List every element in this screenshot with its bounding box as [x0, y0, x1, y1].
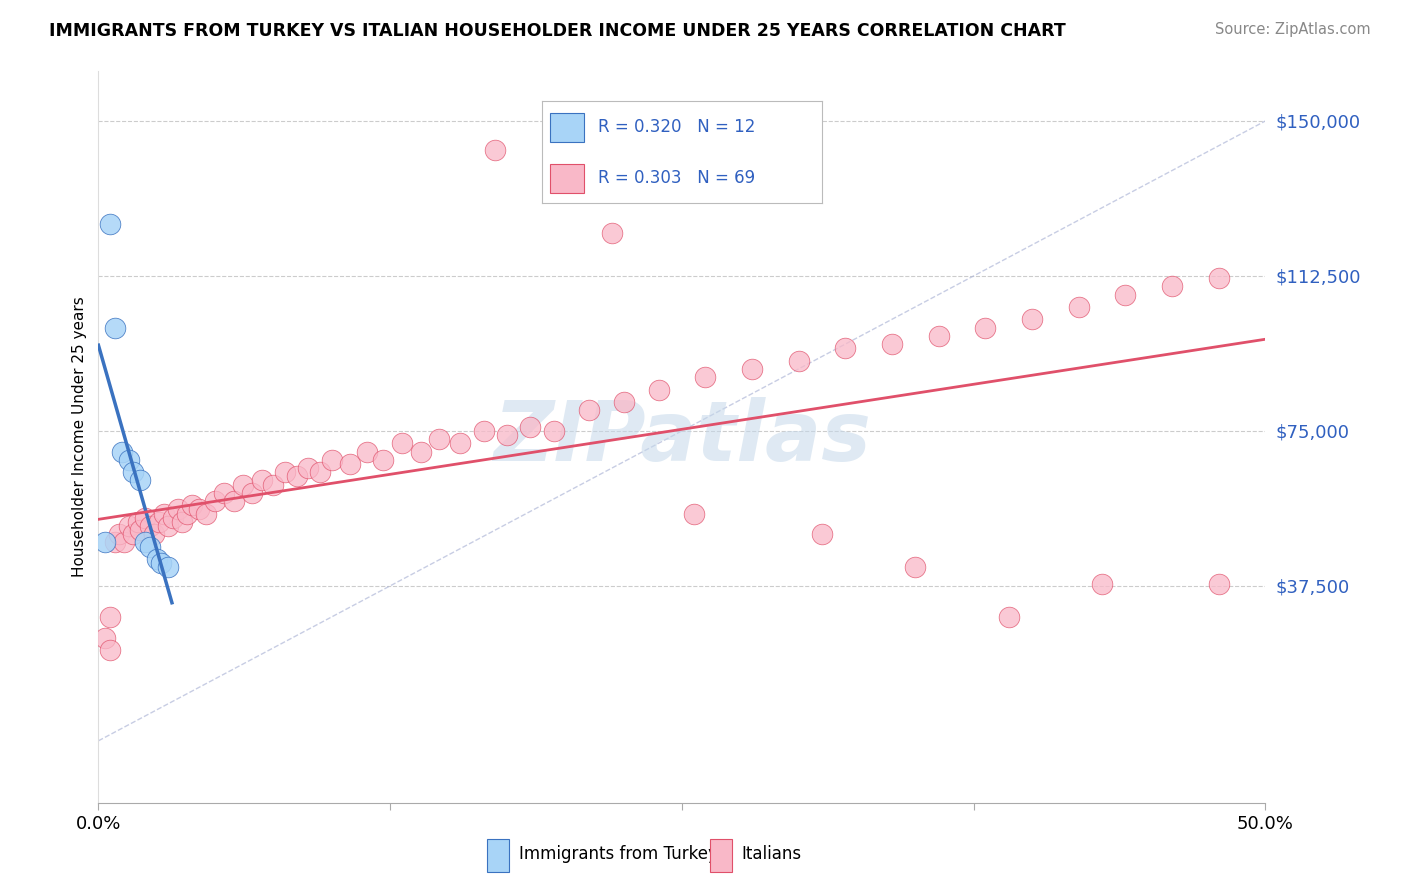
Text: Source: ZipAtlas.com: Source: ZipAtlas.com — [1215, 22, 1371, 37]
Point — [811, 527, 834, 541]
Point — [600, 226, 623, 240]
Point — [449, 436, 471, 450]
Point — [134, 535, 156, 549]
Point — [321, 452, 343, 467]
Point — [129, 474, 152, 488]
Point — [112, 535, 135, 549]
Point — [297, 461, 319, 475]
Point — [150, 556, 173, 570]
Text: IMMIGRANTS FROM TURKEY VS ITALIAN HOUSEHOLDER INCOME UNDER 25 YEARS CORRELATION : IMMIGRANTS FROM TURKEY VS ITALIAN HOUSEH… — [49, 22, 1066, 40]
Point — [682, 507, 704, 521]
Point — [98, 610, 121, 624]
Point — [214, 486, 236, 500]
Point — [974, 320, 997, 334]
Point — [484, 143, 506, 157]
Point — [98, 643, 121, 657]
Point — [104, 535, 127, 549]
Point — [143, 527, 166, 541]
Point — [928, 328, 950, 343]
Point — [166, 502, 188, 516]
Point — [356, 444, 378, 458]
Point — [339, 457, 361, 471]
Point — [1114, 287, 1136, 301]
Point — [1021, 312, 1043, 326]
Point — [373, 452, 395, 467]
Point — [543, 424, 565, 438]
Point — [496, 428, 519, 442]
Point — [695, 370, 717, 384]
Point — [134, 510, 156, 524]
Point — [262, 477, 284, 491]
Point — [232, 477, 254, 491]
Y-axis label: Householder Income Under 25 years: Householder Income Under 25 years — [72, 297, 87, 577]
Point — [222, 494, 245, 508]
Point — [152, 507, 174, 521]
Point — [118, 452, 141, 467]
Point — [139, 540, 162, 554]
Point — [180, 498, 202, 512]
Text: ZIPatlas: ZIPatlas — [494, 397, 870, 477]
Point — [519, 419, 541, 434]
Point — [122, 527, 145, 541]
Point — [1208, 271, 1230, 285]
Point — [146, 552, 169, 566]
Point — [647, 383, 669, 397]
Point — [118, 519, 141, 533]
Point — [880, 337, 903, 351]
Point — [242, 486, 264, 500]
Point — [1161, 279, 1184, 293]
Point — [94, 631, 117, 645]
Point — [162, 510, 184, 524]
Point — [187, 502, 209, 516]
Point — [250, 474, 273, 488]
Point — [104, 320, 127, 334]
Point — [834, 341, 856, 355]
Point — [148, 515, 170, 529]
Point — [127, 515, 149, 529]
Point — [409, 444, 432, 458]
Point — [309, 465, 332, 479]
Point — [98, 217, 121, 231]
Point — [194, 507, 217, 521]
Point — [904, 560, 927, 574]
Point — [172, 515, 194, 529]
Point — [122, 465, 145, 479]
Point — [111, 444, 134, 458]
Point — [285, 469, 308, 483]
Point — [274, 465, 297, 479]
Point — [139, 519, 162, 533]
Point — [157, 560, 180, 574]
Point — [391, 436, 413, 450]
Point — [427, 432, 450, 446]
Point — [129, 523, 152, 537]
Point — [204, 494, 226, 508]
Point — [997, 610, 1019, 624]
Point — [94, 535, 117, 549]
Point — [1067, 300, 1090, 314]
Point — [108, 527, 131, 541]
Point — [787, 353, 810, 368]
Point — [578, 403, 600, 417]
Point — [741, 362, 763, 376]
Point — [176, 507, 198, 521]
Point — [613, 395, 636, 409]
Point — [472, 424, 495, 438]
Point — [1208, 576, 1230, 591]
Point — [157, 519, 180, 533]
Point — [1091, 576, 1114, 591]
